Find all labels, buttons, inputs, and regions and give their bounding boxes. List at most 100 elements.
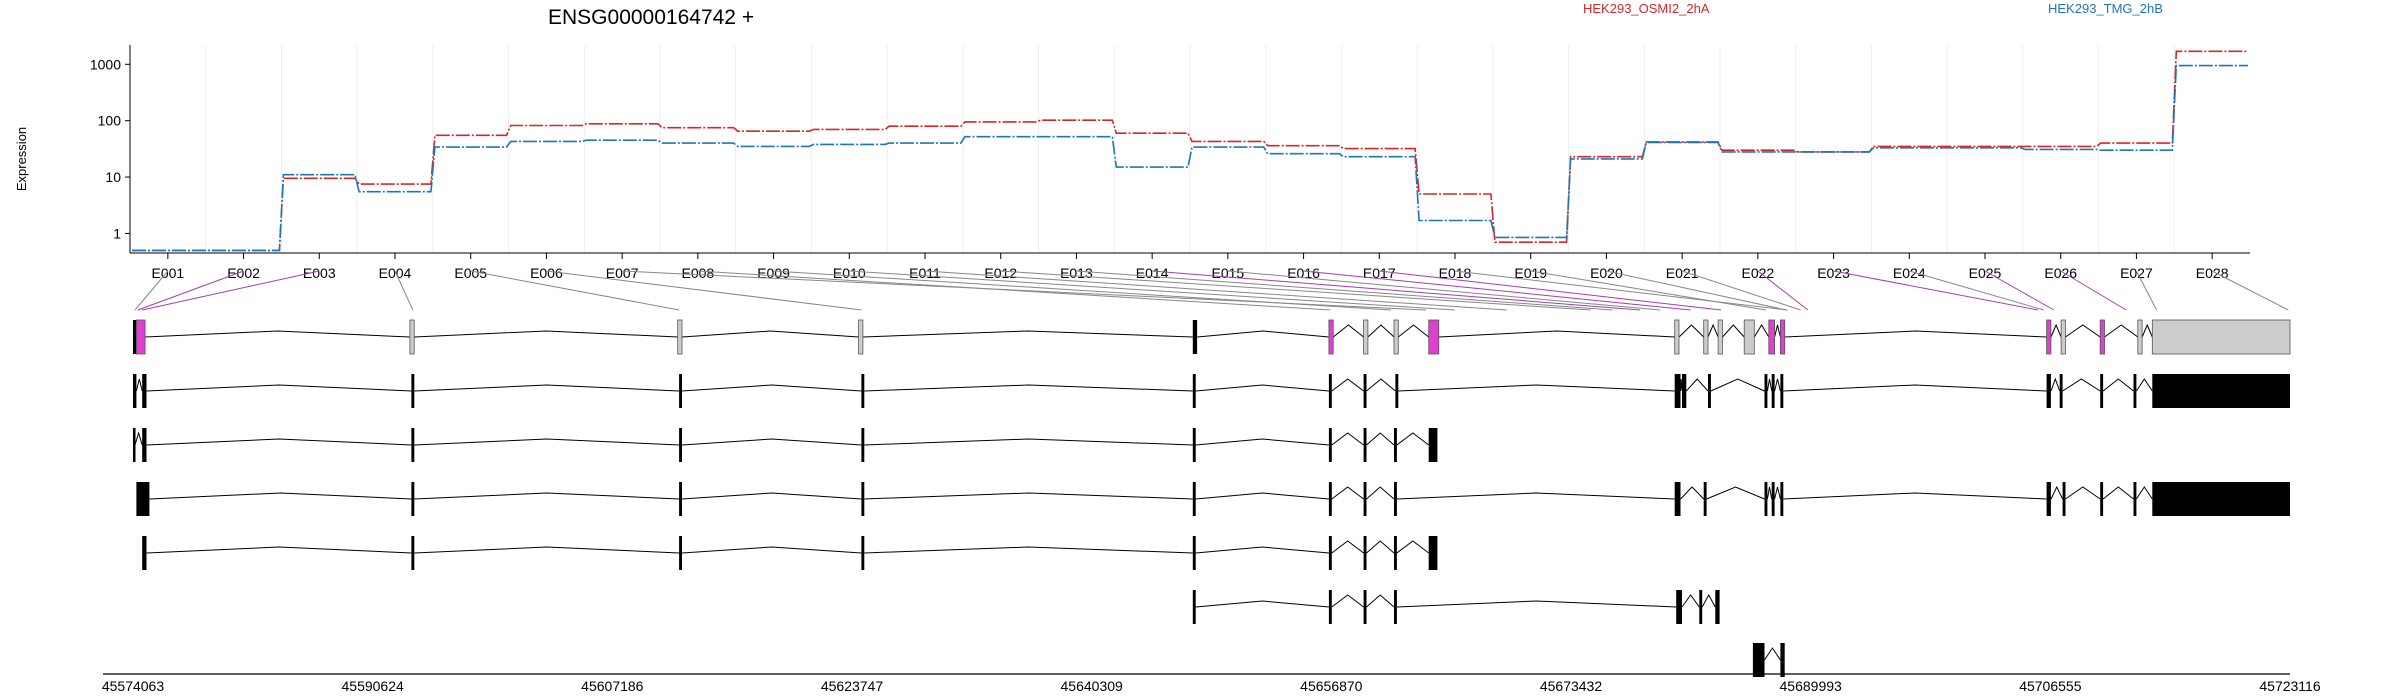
exon-block bbox=[1192, 482, 1196, 516]
intron-line bbox=[2135, 378, 2153, 392]
exon-block bbox=[858, 319, 864, 355]
exon-block bbox=[1328, 428, 1332, 462]
intron-line bbox=[414, 384, 680, 392]
legend-entry-tmg: HEK293_TMG_2hB bbox=[2048, 1, 2163, 16]
intron-line bbox=[1397, 324, 1430, 338]
intron-line bbox=[414, 546, 680, 554]
exon-block bbox=[1780, 319, 1786, 355]
exon-connector bbox=[1227, 270, 1661, 311]
exon-connector bbox=[2060, 270, 2127, 311]
intron-line bbox=[1764, 647, 1781, 661]
intron-line bbox=[1680, 378, 1683, 392]
exon-block bbox=[679, 428, 682, 462]
intron-line bbox=[1195, 492, 1329, 500]
intron-line bbox=[1366, 486, 1395, 500]
x-tick-label: E011 bbox=[909, 265, 941, 281]
exon-block bbox=[861, 536, 865, 570]
x-tick-label: E021 bbox=[1666, 265, 1699, 281]
y-axis-label: Expression bbox=[14, 127, 29, 191]
intron-line bbox=[1396, 540, 1430, 554]
exon-block bbox=[1328, 319, 1334, 355]
intron-line bbox=[864, 546, 1193, 554]
intron-line bbox=[1753, 324, 1770, 338]
x-tick-label: E005 bbox=[454, 265, 487, 281]
intron-line bbox=[1774, 486, 1781, 500]
exon-connector bbox=[1757, 270, 1809, 311]
intron-line bbox=[1366, 432, 1395, 446]
x-tick-label: E001 bbox=[152, 265, 185, 281]
intron-line bbox=[2050, 377, 2061, 392]
intron-line bbox=[681, 492, 862, 500]
x-tick-label: E004 bbox=[379, 265, 412, 281]
intron-line bbox=[414, 438, 680, 446]
exon-block bbox=[1328, 374, 1332, 408]
exon-block bbox=[2060, 319, 2066, 355]
intron-line bbox=[1766, 486, 1773, 500]
intron-line bbox=[146, 384, 412, 392]
x-tick-label: E018 bbox=[1439, 265, 1472, 281]
exon-connector bbox=[1530, 270, 1766, 311]
exon-block bbox=[1192, 320, 1198, 354]
exon-connector bbox=[1152, 270, 1641, 311]
exon-block bbox=[1363, 374, 1367, 408]
x-tick-label: E010 bbox=[833, 265, 866, 281]
x-tick-label: E017 bbox=[1363, 265, 1396, 281]
x-tick-label: E022 bbox=[1742, 265, 1775, 281]
x-tick-label: E008 bbox=[682, 265, 715, 281]
intron-line bbox=[1195, 546, 1329, 554]
series-line-0 bbox=[132, 50, 2248, 252]
series-line-1 bbox=[132, 64, 2248, 252]
intron-line bbox=[1774, 324, 1781, 338]
exon-block bbox=[1708, 374, 1711, 408]
x-tick-label: E024 bbox=[1893, 265, 1926, 281]
intron-line bbox=[1784, 330, 2047, 338]
genome-axis-label: 45723116 bbox=[2259, 678, 2320, 694]
intron-line bbox=[1195, 384, 1329, 392]
intron-line bbox=[862, 330, 1193, 338]
exon-block bbox=[1715, 590, 1720, 624]
exon-block bbox=[142, 428, 147, 462]
exon-block bbox=[1363, 536, 1367, 570]
exon-block bbox=[133, 428, 136, 462]
exon-block bbox=[1771, 374, 1775, 408]
exon-connector bbox=[394, 270, 414, 311]
intron-line bbox=[1678, 324, 1705, 338]
intron-line bbox=[1331, 594, 1364, 608]
intron-line bbox=[1331, 486, 1364, 500]
legend-entry-osmi2: HEK293_OSMI2_2hA bbox=[1583, 1, 1710, 16]
exon-connector bbox=[1833, 270, 2039, 311]
intron-line bbox=[146, 546, 412, 554]
exon-block bbox=[1743, 319, 1755, 355]
intron-line bbox=[145, 330, 410, 338]
exon-block bbox=[1428, 428, 1438, 462]
intron-line bbox=[864, 384, 1193, 392]
intron-line bbox=[1396, 492, 1675, 500]
y-tick-label: 10 bbox=[105, 169, 121, 185]
intron-line bbox=[1396, 600, 1677, 608]
exon-block bbox=[2046, 482, 2051, 516]
intron-line bbox=[1774, 378, 1781, 392]
exon-connector bbox=[137, 270, 244, 311]
exon-block bbox=[1780, 374, 1784, 408]
intron-line bbox=[864, 492, 1193, 500]
x-tick-label: E020 bbox=[1590, 265, 1623, 281]
exon-block bbox=[2046, 374, 2051, 408]
x-tick-label: E019 bbox=[1514, 265, 1547, 281]
exon-block bbox=[1771, 482, 1775, 516]
exon-connector bbox=[1681, 270, 1801, 311]
intron-line bbox=[681, 546, 862, 554]
intron-line bbox=[1331, 432, 1364, 446]
x-tick-label: E007 bbox=[606, 265, 639, 281]
x-tick-label: E003 bbox=[303, 265, 336, 281]
exon-connector bbox=[2135, 270, 2158, 311]
exon-block bbox=[1752, 643, 1765, 677]
intron-line bbox=[134, 431, 143, 446]
exon-block bbox=[142, 374, 147, 408]
intron-line bbox=[1706, 486, 1765, 500]
exon-block bbox=[1363, 428, 1367, 462]
x-tick-label: E012 bbox=[984, 265, 1017, 281]
intron-line bbox=[2102, 486, 2134, 500]
exon-connector bbox=[773, 270, 1392, 311]
intron-line bbox=[1681, 594, 1700, 608]
exon-block bbox=[411, 428, 415, 462]
